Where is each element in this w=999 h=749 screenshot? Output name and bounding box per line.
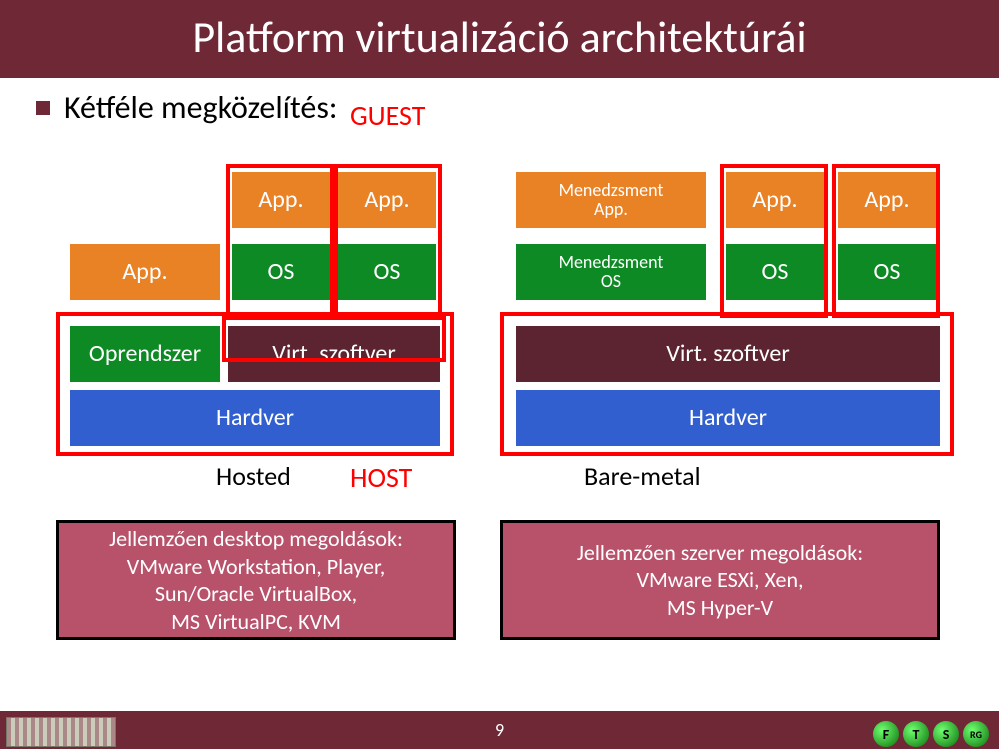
hosted-virt-frame: [222, 316, 446, 362]
hosted-guest1-frame: [226, 164, 334, 318]
guest-label: GUEST: [350, 98, 425, 133]
logo-rg-icon: RG: [963, 721, 989, 747]
bullet-square-icon: [36, 101, 50, 115]
slide-title: Platform virtualizáció architektúrái: [0, 0, 999, 78]
logo-f-icon: F: [873, 721, 899, 747]
university-logo-icon: [6, 717, 116, 747]
footer-bar: 9: [0, 711, 999, 749]
footer-left-logo: [6, 717, 116, 747]
baremetal-caption: Bare-metal: [584, 460, 701, 492]
logo-s-icon: S: [933, 721, 959, 747]
baremetal-infobox: Jellemzően szerver megoldások: VMware ES…: [500, 520, 940, 640]
bullet-text: Kétféle megközelítés:: [64, 88, 337, 127]
bare-guest1-frame: [720, 164, 828, 318]
page-number: 9: [495, 719, 504, 741]
hosted-guest2-frame: [334, 164, 442, 318]
bare-host-frame: [500, 312, 954, 456]
diagram-area: Hardver Oprendszer Virt. szoftver App. O…: [0, 136, 999, 466]
bare-mgmt-os: Menedzsment OS: [516, 244, 706, 300]
host-label: HOST: [350, 460, 412, 495]
footer-right-logos: F T S RG: [873, 721, 989, 747]
bare-guest2-frame: [832, 164, 940, 318]
bullet-heading: Kétféle megközelítés:: [36, 88, 963, 127]
hosted-host-app: App.: [70, 244, 220, 300]
hosted-caption: Hosted: [216, 460, 291, 492]
bare-mgmt-app: Menedzsment App.: [516, 172, 706, 228]
content-area: Kétféle megközelítés:: [0, 78, 999, 127]
logo-t-icon: T: [903, 721, 929, 747]
hosted-infobox: Jellemzően desktop megoldások: VMware Wo…: [56, 520, 456, 640]
